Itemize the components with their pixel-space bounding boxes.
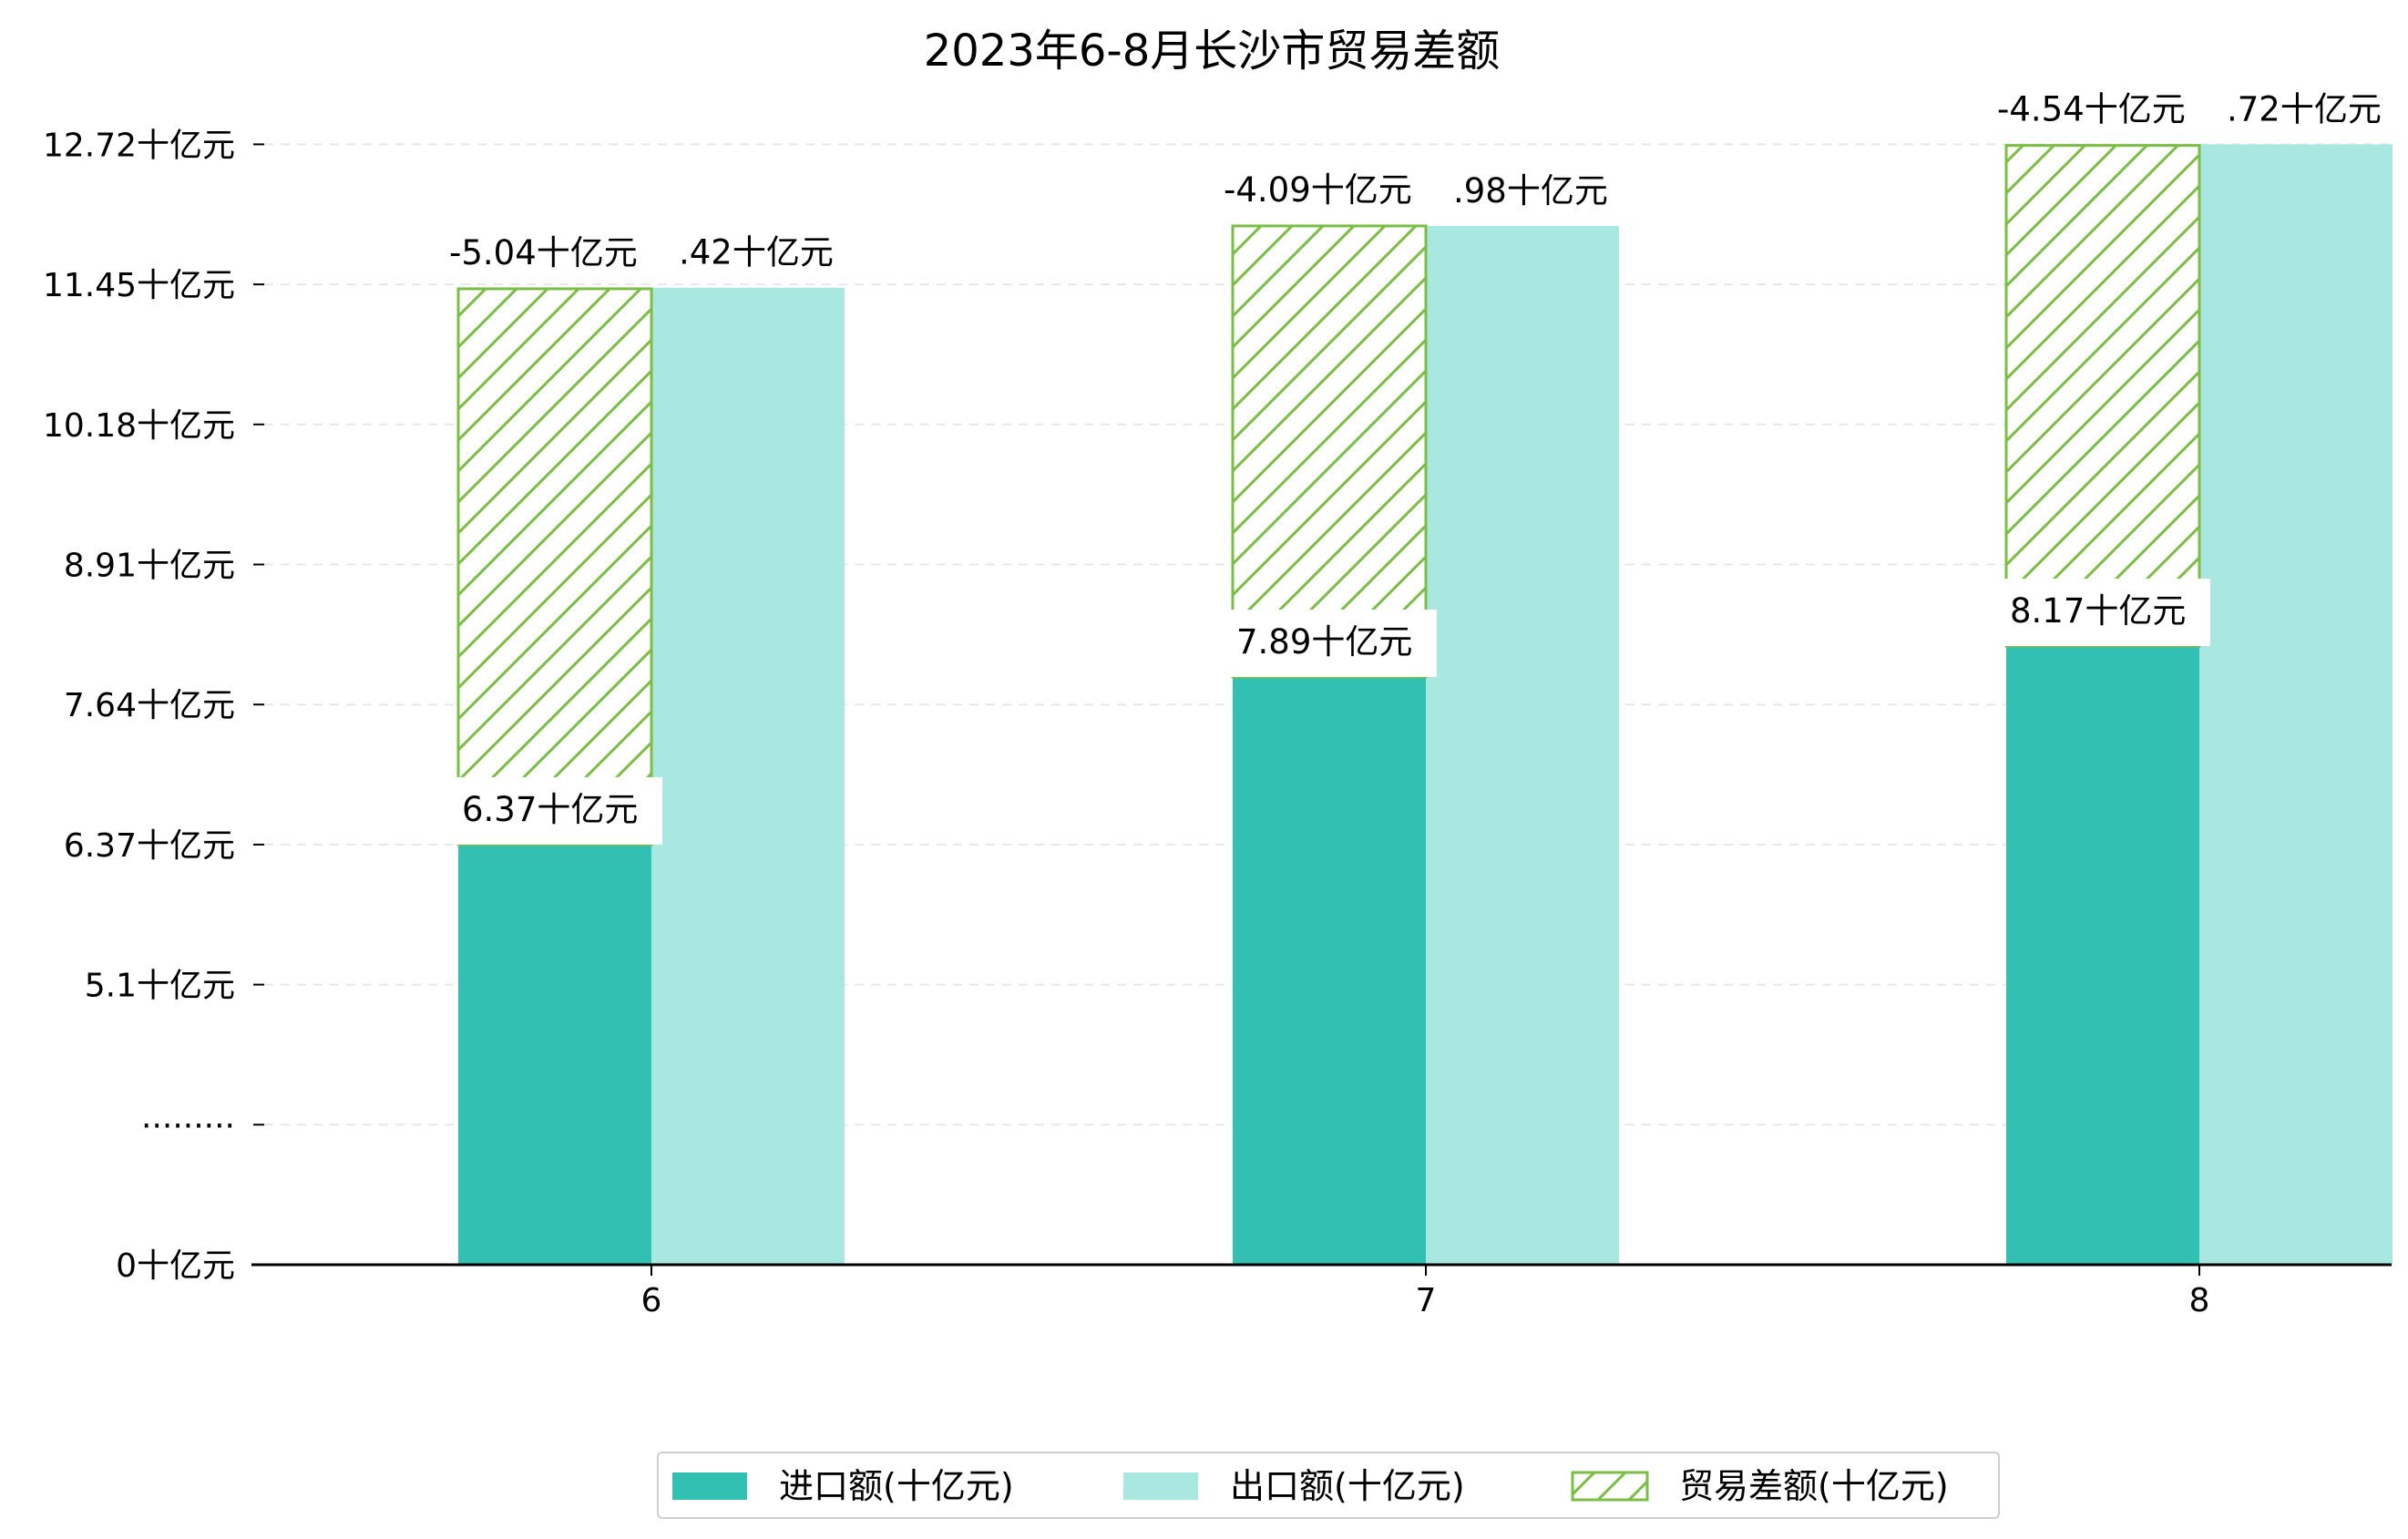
bar-trade-balance: [456, 287, 653, 846]
y-tick-label: 5.1十亿元: [85, 968, 235, 1005]
bar-trade-balance: [1231, 224, 1428, 679]
bar-export: [1426, 225, 1619, 1265]
x-tick-label: 6: [641, 1282, 662, 1319]
legend-swatch: [672, 1472, 747, 1500]
data-label-import-box: [453, 776, 662, 845]
y-tick-label: 7.64十亿元: [64, 687, 235, 724]
y-tick-label: 11.45十亿元: [43, 267, 235, 304]
bar-trade-balance: [2004, 144, 2201, 648]
chart-title: 2023年6-8月长沙市贸易差额: [924, 26, 1501, 77]
data-label-export: .42十亿元: [679, 233, 834, 272]
data-label-trade-balance-box: [1220, 154, 1448, 215]
data-label-import-box: [1227, 609, 1437, 677]
legend-swatch: [1571, 1471, 1649, 1502]
data-label-export: .98十亿元: [1453, 171, 1608, 210]
data-label-trade-balance: -4.09十亿元: [1224, 170, 1412, 210]
x-tick-label: 8: [2189, 1282, 2210, 1319]
y-tick-label: 10.18十亿元: [43, 407, 235, 445]
data-label-trade-balance-box: [1993, 74, 2221, 135]
bar-import: [2006, 646, 2199, 1265]
bar-import: [458, 844, 651, 1265]
legend-label: 贸易差额(十亿元): [1679, 1466, 1949, 1506]
data-label-trade-balance: -5.04十亿元: [449, 233, 638, 272]
legend: [657, 1452, 2000, 1519]
data-label-trade-balance: -4.54十亿元: [1997, 90, 2186, 129]
y-tick-label: ·········: [141, 1107, 235, 1144]
bar-import: [1233, 676, 1426, 1265]
legend-label: 进口额(十亿元): [779, 1466, 1014, 1506]
bar-export: [2199, 144, 2393, 1265]
legend-swatch: [1123, 1472, 1198, 1500]
data-label-import: 8.17十亿元: [2010, 591, 2186, 631]
x-tick-label: 7: [1416, 1282, 1437, 1319]
y-tick-label: 8.91十亿元: [64, 548, 235, 585]
data-label-import-box: [2001, 579, 2210, 647]
data-label-import: 7.89十亿元: [1236, 622, 1412, 662]
data-label-import: 6.37十亿元: [462, 790, 638, 829]
legend-label: 出口额(十亿元): [1230, 1466, 1465, 1506]
y-tick-label: 6.37十亿元: [64, 827, 235, 865]
y-tick-label: 12.72十亿元: [43, 127, 235, 164]
bar-export: [651, 287, 845, 1265]
data-label-trade-balance-box: [446, 217, 673, 278]
data-label-export: .72十亿元: [2227, 89, 2382, 128]
y-tick-label: 0十亿元: [116, 1247, 235, 1285]
